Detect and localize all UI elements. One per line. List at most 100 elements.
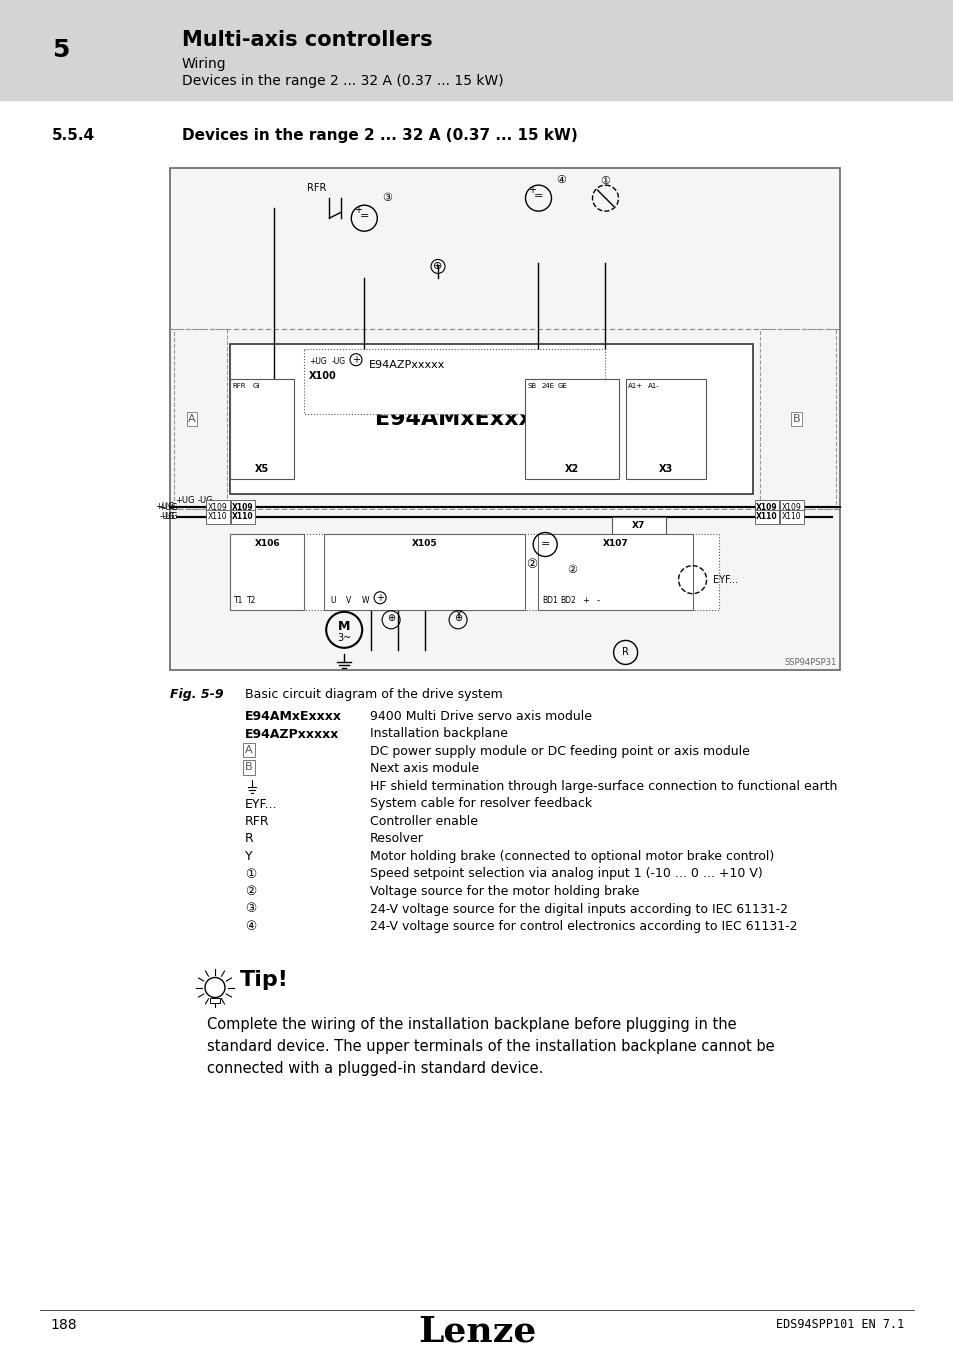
Text: B: B	[792, 414, 800, 424]
Text: ⊕: ⊕	[433, 262, 442, 271]
Bar	[170, 167, 840, 670]
Text: A: A	[245, 745, 253, 755]
Text: GI: GI	[252, 383, 259, 389]
Text: Next axis module: Next axis module	[370, 763, 478, 775]
Bar	[0, 0, 953, 100]
Text: R: R	[245, 833, 253, 845]
Text: U: U	[330, 595, 335, 605]
Text: -UG: -UG	[159, 513, 174, 521]
Text: =: =	[540, 540, 549, 549]
Text: E94AMxExxxx: E94AMxExxxx	[375, 409, 547, 429]
Bar	[524, 379, 618, 479]
Bar	[231, 501, 254, 514]
Text: T2: T2	[247, 595, 256, 605]
Text: Controller enable: Controller enable	[370, 815, 477, 828]
Text: Complete the wiring of the installation backplane before plugging in the: Complete the wiring of the installation …	[207, 1018, 736, 1033]
Text: X110: X110	[781, 513, 801, 521]
Text: X7: X7	[632, 521, 645, 531]
Text: X109: X109	[208, 502, 228, 512]
Text: -UG: -UG	[198, 495, 213, 505]
Text: X110: X110	[756, 513, 777, 521]
Text: ①: ①	[599, 176, 610, 186]
Text: A: A	[188, 414, 195, 424]
Bar	[231, 510, 254, 524]
Text: 24-V voltage source for control electronics according to IEC 61131-2: 24-V voltage source for control electron…	[370, 919, 797, 933]
Text: -UG: -UG	[332, 356, 346, 366]
Text: +UG: +UG	[158, 502, 178, 512]
Bar	[173, 328, 227, 509]
Text: SB: SB	[527, 383, 536, 389]
Text: M: M	[337, 621, 350, 633]
Bar	[304, 348, 605, 414]
Text: X100: X100	[309, 371, 336, 381]
Text: B: B	[245, 763, 253, 772]
Text: E94AZPxxxxx: E94AZPxxxxx	[369, 359, 445, 370]
Text: ⊕: ⊕	[387, 613, 395, 622]
Text: X105: X105	[412, 540, 437, 548]
Bar	[230, 344, 752, 494]
Text: Wiring: Wiring	[182, 57, 227, 72]
Text: SSP94PSP31: SSP94PSP31	[784, 657, 836, 667]
Text: ④: ④	[556, 176, 566, 185]
Text: Speed setpoint selection via analog input 1 (-10 ... 0 ... +10 V): Speed setpoint selection via analog inpu…	[370, 868, 762, 880]
Text: +: +	[354, 205, 362, 215]
Text: +: +	[352, 355, 359, 364]
Text: EYF...: EYF...	[245, 798, 277, 810]
Bar	[612, 517, 665, 535]
Bar	[754, 510, 779, 524]
Text: ①: ①	[245, 868, 256, 880]
Text: Y: Y	[245, 850, 253, 863]
Bar	[537, 535, 692, 610]
Text: Motor holding brake (connected to optional motor brake control): Motor holding brake (connected to option…	[370, 850, 774, 863]
Text: X2: X2	[564, 464, 578, 474]
Text: ②: ②	[526, 558, 537, 571]
Text: System cable for resolver feedback: System cable for resolver feedback	[370, 798, 592, 810]
Text: E94AMxExxxx: E94AMxExxxx	[245, 710, 341, 724]
Text: EDS94SPP101 EN 7.1: EDS94SPP101 EN 7.1	[775, 1318, 903, 1331]
Text: X109: X109	[756, 502, 777, 512]
Text: ②: ②	[566, 564, 577, 575]
Bar	[230, 379, 294, 479]
Text: GE: GE	[558, 383, 567, 389]
Text: =: =	[359, 211, 369, 221]
Text: Y: Y	[455, 610, 460, 620]
Text: ⊕: ⊕	[454, 613, 461, 622]
Text: Devices in the range 2 ... 32 A (0.37 ... 15 kW): Devices in the range 2 ... 32 A (0.37 ..…	[182, 128, 578, 143]
Text: BD2: BD2	[560, 595, 576, 605]
Text: X5: X5	[254, 464, 269, 474]
Text: HF shield termination through large-surface connection to functional earth: HF shield termination through large-surf…	[370, 780, 837, 792]
Bar	[206, 510, 230, 524]
Text: 3~: 3~	[336, 633, 351, 643]
Bar	[230, 535, 719, 610]
Text: Lenze: Lenze	[417, 1315, 536, 1349]
Text: X110: X110	[208, 513, 228, 521]
Text: 5: 5	[52, 38, 70, 62]
Bar	[210, 998, 220, 1003]
Text: W: W	[362, 595, 369, 605]
Bar	[780, 510, 803, 524]
Text: 188: 188	[50, 1318, 76, 1332]
Text: X110: X110	[232, 513, 253, 521]
Text: E94AZPxxxxx: E94AZPxxxxx	[245, 728, 339, 741]
Text: -UG: -UG	[162, 513, 178, 521]
Text: R: R	[621, 648, 628, 657]
Text: Voltage source for the motor holding brake: Voltage source for the motor holding bra…	[370, 886, 639, 898]
Text: A1-: A1-	[647, 383, 659, 389]
Text: RFR: RFR	[307, 184, 327, 193]
Text: A1+: A1+	[627, 383, 642, 389]
Text: 24-V voltage source for the digital inputs according to IEC 61131-2: 24-V voltage source for the digital inpu…	[370, 903, 787, 915]
Text: ③: ③	[382, 193, 392, 204]
Text: 24E: 24E	[540, 383, 554, 389]
Text: X3: X3	[658, 464, 672, 474]
Text: connected with a plugged-in standard device.: connected with a plugged-in standard dev…	[207, 1061, 543, 1076]
Text: Fig. 5-9: Fig. 5-9	[170, 688, 223, 701]
Bar	[206, 501, 230, 514]
Text: standard device. The upper terminals of the installation backplane cannot be: standard device. The upper terminals of …	[207, 1040, 774, 1054]
Text: X107: X107	[602, 540, 628, 548]
Text: ③: ③	[245, 903, 256, 915]
Text: =: =	[534, 192, 542, 201]
Bar	[754, 501, 779, 514]
Text: RFR: RFR	[245, 815, 270, 828]
Text: 5.5.4: 5.5.4	[52, 128, 95, 143]
Text: X109: X109	[232, 502, 253, 512]
